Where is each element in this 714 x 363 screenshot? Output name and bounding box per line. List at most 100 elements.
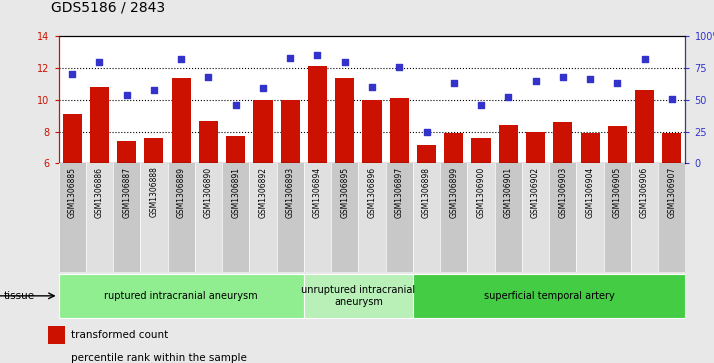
Text: GSM1306900: GSM1306900 <box>476 167 486 218</box>
Bar <box>281 100 300 163</box>
Bar <box>495 163 522 272</box>
Text: GSM1306907: GSM1306907 <box>668 167 676 218</box>
Text: percentile rank within the sample: percentile rank within the sample <box>71 353 247 363</box>
Text: GSM1306903: GSM1306903 <box>558 167 568 218</box>
Point <box>530 78 541 83</box>
Text: GSM1306887: GSM1306887 <box>122 167 131 217</box>
Bar <box>90 87 109 163</box>
Text: GSM1306899: GSM1306899 <box>449 167 458 218</box>
Bar <box>171 78 191 163</box>
Bar <box>631 163 658 272</box>
Bar <box>253 100 273 163</box>
Bar <box>63 114 81 163</box>
Point <box>230 102 241 108</box>
Text: GSM1306896: GSM1306896 <box>368 167 376 218</box>
Bar <box>658 163 685 272</box>
Point <box>393 64 405 70</box>
Text: GSM1306901: GSM1306901 <box>504 167 513 218</box>
Point <box>612 80 623 86</box>
Bar <box>199 121 218 163</box>
Text: GSM1306889: GSM1306889 <box>176 167 186 217</box>
Bar <box>86 163 113 272</box>
Point <box>557 74 568 80</box>
Point <box>312 52 323 58</box>
Bar <box>413 163 440 272</box>
Text: GSM1306890: GSM1306890 <box>204 167 213 218</box>
Text: GSM1306891: GSM1306891 <box>231 167 240 217</box>
Point <box>366 84 378 90</box>
Text: GSM1306906: GSM1306906 <box>640 167 649 218</box>
Bar <box>304 163 331 272</box>
Bar <box>222 163 249 272</box>
Bar <box>304 274 413 318</box>
Point <box>448 80 460 86</box>
Text: superficial temporal artery: superficial temporal artery <box>484 291 615 301</box>
Point <box>257 85 268 91</box>
Point <box>503 94 514 100</box>
Text: GSM1306893: GSM1306893 <box>286 167 295 218</box>
Bar <box>553 122 573 163</box>
Bar <box>444 133 463 163</box>
Bar <box>331 163 358 272</box>
Bar <box>417 145 436 163</box>
Bar <box>48 326 65 344</box>
Point <box>176 56 187 62</box>
Text: GSM1306888: GSM1306888 <box>149 167 159 217</box>
Bar <box>522 163 549 272</box>
Bar <box>580 133 600 163</box>
Bar <box>576 163 603 272</box>
Text: GSM1306886: GSM1306886 <box>95 167 104 217</box>
Point <box>284 55 296 61</box>
Point <box>666 95 678 101</box>
Bar <box>390 98 409 163</box>
Bar <box>249 163 276 272</box>
Text: GSM1306892: GSM1306892 <box>258 167 268 217</box>
Bar <box>59 274 304 318</box>
Text: transformed count: transformed count <box>71 330 169 340</box>
Point <box>121 92 132 98</box>
Bar <box>117 141 136 163</box>
Text: GDS5186 / 2843: GDS5186 / 2843 <box>51 0 166 15</box>
Point <box>339 59 351 65</box>
Text: GSM1306895: GSM1306895 <box>341 167 349 218</box>
Point <box>149 87 160 93</box>
Bar <box>308 66 327 163</box>
Bar <box>440 163 468 272</box>
Point <box>639 56 650 62</box>
Point <box>476 102 487 108</box>
Bar <box>468 163 495 272</box>
Bar <box>663 133 681 163</box>
Bar <box>141 163 168 272</box>
Text: GSM1306898: GSM1306898 <box>422 167 431 217</box>
Bar <box>413 274 685 318</box>
Bar <box>144 138 164 163</box>
Bar <box>226 136 245 163</box>
Point <box>66 72 78 77</box>
Bar <box>335 78 354 163</box>
Bar <box>113 163 141 272</box>
Point <box>421 129 432 135</box>
Text: ruptured intracranial aneurysm: ruptured intracranial aneurysm <box>104 291 258 301</box>
Bar <box>358 163 386 272</box>
Text: GSM1306897: GSM1306897 <box>395 167 403 218</box>
Bar <box>168 163 195 272</box>
Text: GSM1306885: GSM1306885 <box>68 167 76 217</box>
Point <box>94 59 105 65</box>
Text: GSM1306894: GSM1306894 <box>313 167 322 218</box>
Bar <box>59 163 86 272</box>
Point <box>203 74 214 80</box>
Bar <box>195 163 222 272</box>
Bar <box>603 163 631 272</box>
Bar <box>363 100 381 163</box>
Bar <box>471 138 491 163</box>
Bar <box>635 90 654 163</box>
Text: GSM1306905: GSM1306905 <box>613 167 622 218</box>
Text: GSM1306902: GSM1306902 <box>531 167 540 218</box>
Text: unruptured intracranial
aneurysm: unruptured intracranial aneurysm <box>301 285 416 307</box>
Text: tissue: tissue <box>4 291 35 301</box>
Bar <box>608 126 627 163</box>
Bar <box>526 132 545 163</box>
Bar <box>499 125 518 163</box>
Bar <box>386 163 413 272</box>
Bar <box>276 163 304 272</box>
